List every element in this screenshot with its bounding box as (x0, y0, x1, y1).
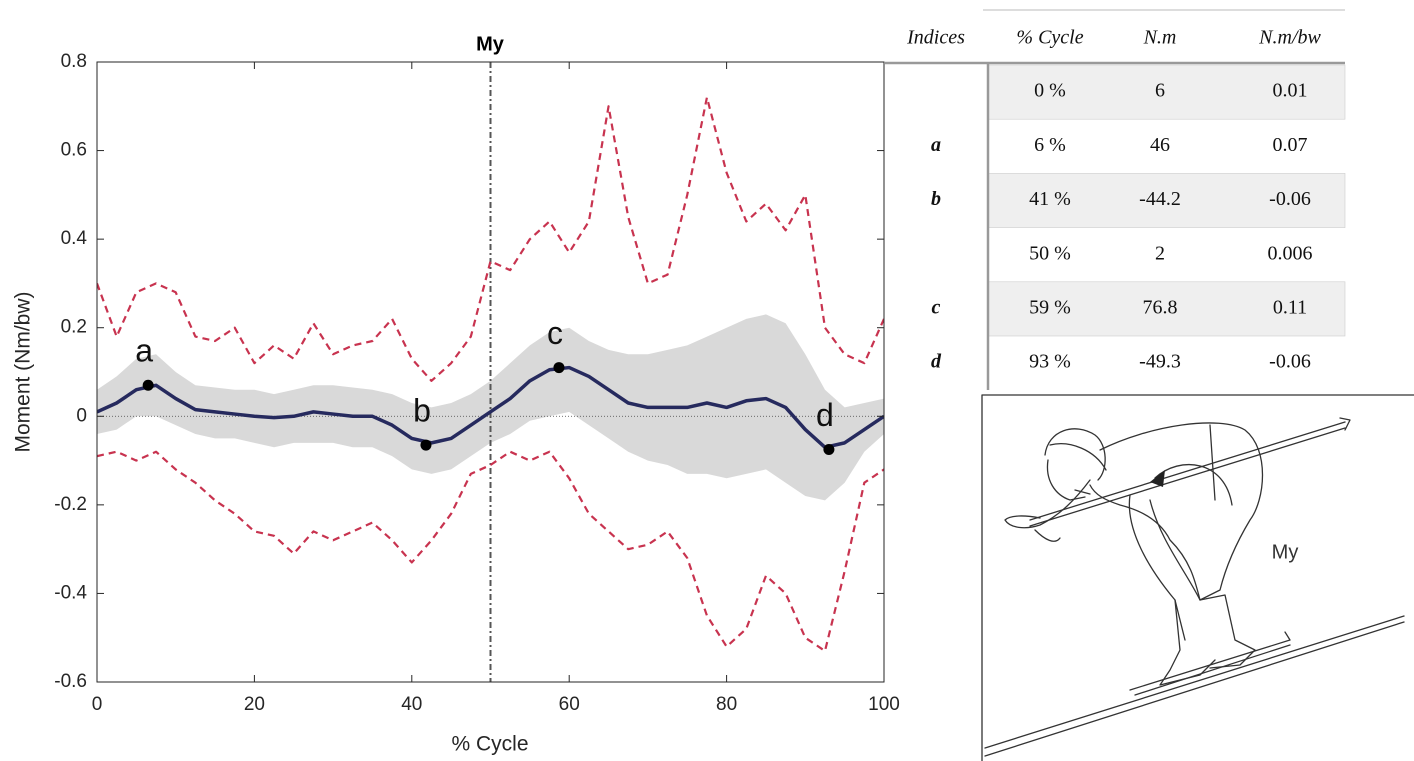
y-tick-label: 0 (76, 405, 87, 426)
table-cell: 6 (1155, 80, 1165, 102)
pole (1029, 417, 1351, 527)
y-tick-label: 0.8 (61, 51, 87, 72)
illustration-frame (981, 394, 1414, 761)
table-header: N.m (1143, 27, 1177, 49)
y-tick-label: 0.4 (61, 228, 88, 249)
moment-arrow (1154, 464, 1233, 506)
table-header: % Cycle (1016, 27, 1083, 49)
data-table: Indices % Cycle N.m N.m/bw 0 % 6 0.01 a 6 % 46 0.0… (885, 9, 1346, 390)
x-tick-label: 40 (401, 694, 422, 715)
row-shade (987, 64, 1346, 120)
y-tick-label: 0.2 (61, 317, 87, 338)
row-index: d (931, 351, 942, 373)
table-header: Indices (906, 27, 965, 49)
annotation-point (553, 362, 565, 374)
y-axis-label: Moment (Nm/bw) (12, 291, 35, 452)
row-index: c (932, 296, 941, 318)
y-tick-label: -0.2 (54, 494, 87, 515)
table-cell: 93 % (1029, 351, 1071, 373)
y-tick-label: 0.6 (61, 140, 87, 161)
table-cell: 0.01 (1273, 80, 1308, 102)
arrow-head (1150, 470, 1165, 487)
table-cell: 2 (1155, 242, 1165, 264)
helmet (1044, 428, 1107, 481)
boots (1159, 594, 1256, 686)
x-tick-label: 0 (92, 694, 103, 715)
table-cell: 0.07 (1273, 134, 1308, 156)
axes-frame (96, 61, 885, 683)
table-cell: 6 % (1034, 134, 1066, 156)
table-cell: -0.06 (1269, 351, 1311, 373)
table-cell: 50 % (1029, 242, 1071, 264)
bound-line (97, 450, 884, 653)
annotation-label: b (413, 393, 431, 429)
x-tick-label: 20 (244, 694, 265, 715)
annotation-point (823, 444, 835, 455)
bound-line (97, 96, 884, 382)
body (1089, 422, 1264, 601)
table-header: N.m/bw (1258, 27, 1321, 49)
annotation-point (420, 439, 432, 451)
table-cell: -49.3 (1139, 351, 1181, 373)
arm (1004, 479, 1091, 542)
table-cell: 0 % (1034, 80, 1066, 102)
row-index: a (931, 134, 941, 156)
skis (1129, 631, 1291, 696)
table-cell: -44.2 (1139, 188, 1181, 210)
y-tick-label: -0.6 (54, 671, 87, 692)
plot-layer (97, 62, 884, 682)
table-cell: -0.06 (1269, 188, 1311, 210)
suit-lines (1128, 424, 1216, 641)
table-cell: 0.11 (1273, 296, 1307, 318)
x-tick-label: 60 (559, 694, 580, 715)
x-axis-label: % Cycle (451, 733, 528, 756)
face (1046, 459, 1091, 501)
annotation-label: d (816, 397, 834, 433)
plot-area: a b c d 0 20 40 60 80 100 -0.6 -0.4 -0.2 0 0.2 0.4 0.6 0.… (54, 51, 900, 715)
x-tick-label: 80 (716, 694, 737, 715)
slope (984, 615, 1405, 757)
row-index: b (931, 188, 941, 210)
annotation-label: a (135, 333, 153, 369)
x-tick-label: 100 (868, 694, 900, 715)
annotation-point (142, 379, 154, 391)
table-cell: 59 % (1029, 296, 1071, 318)
table-cell: 46 (1150, 134, 1170, 156)
table-cell: 76.8 (1143, 296, 1178, 318)
table-cell: 41 % (1029, 188, 1071, 210)
annotation-label: c (547, 315, 563, 351)
mean-line (97, 365, 884, 450)
chart-title: My (476, 33, 505, 55)
row-shade (987, 281, 1346, 337)
row-shade (987, 173, 1346, 228)
y-tick-label: -0.4 (54, 582, 87, 603)
table-cell: 0.006 (1268, 242, 1313, 264)
illustration-label: My (1272, 541, 1299, 563)
skier-illustration: My (981, 394, 1414, 761)
